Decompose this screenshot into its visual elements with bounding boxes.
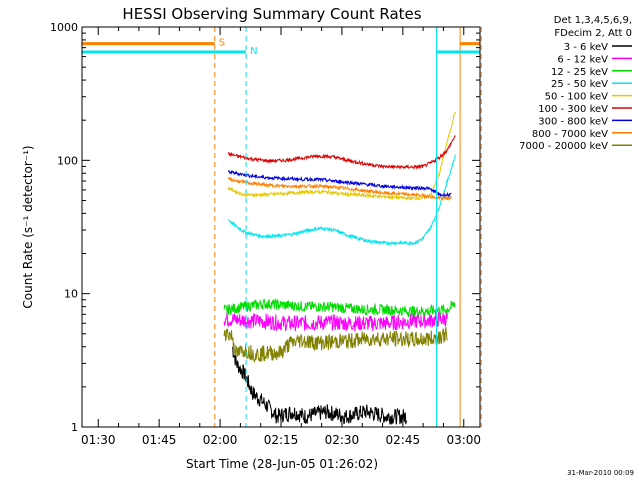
series-layer bbox=[223, 111, 456, 425]
legend-header-line-2: FDecim 2, Att 0 bbox=[554, 28, 632, 39]
legend-label-5: 50 - 100 keV bbox=[545, 92, 609, 103]
y-tick-label: 10 bbox=[64, 288, 78, 301]
series-line-1 bbox=[231, 346, 408, 425]
x-tick-label: 01:30 bbox=[81, 433, 116, 447]
annotation-s: S bbox=[219, 38, 225, 49]
legend-label-7: 300 - 800 keV bbox=[538, 116, 608, 127]
y-tick-label: 100 bbox=[57, 154, 78, 167]
x-tick-label: 01:45 bbox=[142, 433, 177, 447]
series-line-9 bbox=[223, 327, 448, 364]
legend-label-2: 6 - 12 keV bbox=[557, 54, 608, 65]
legend-label-1: 3 - 6 keV bbox=[564, 42, 608, 53]
x-tick-label: 02:30 bbox=[325, 433, 360, 447]
series-line-2 bbox=[223, 311, 448, 332]
marker-layer: SN bbox=[82, 27, 482, 427]
legend-label-6: 100 - 300 keV bbox=[538, 104, 608, 115]
series-line-7 bbox=[227, 170, 452, 198]
x-axis-label: Start Time (28-Jun-05 01:26:02) bbox=[186, 457, 378, 471]
x-tick-label: 02:00 bbox=[203, 433, 238, 447]
y-tick-label: 1000 bbox=[50, 21, 78, 34]
chart-title: HESSI Observing Summary Count Rates bbox=[122, 5, 421, 23]
y-axis-label: Count Rate (s⁻¹ detector⁻¹) bbox=[21, 145, 35, 308]
annotation-n: N bbox=[250, 46, 257, 57]
series-line-4 bbox=[228, 154, 456, 246]
x-axis: 01:30 01:45 02:00 02:15 02:30 02:45 03:00 bbox=[81, 27, 481, 447]
legend: Det 1,3,4,5,6,9, FDecim 2, Att 0 3 - 6 k… bbox=[519, 15, 632, 152]
y-axis: 1 10 100 1000 bbox=[50, 21, 480, 434]
series-line-3 bbox=[223, 297, 456, 318]
x-tick-label: 02:15 bbox=[264, 433, 299, 447]
y-tick-label: 1 bbox=[71, 421, 78, 434]
legend-label-4: 25 - 50 keV bbox=[551, 79, 608, 90]
series-line-5 bbox=[227, 111, 456, 201]
legend-header-line-1: Det 1,3,4,5,6,9, bbox=[554, 15, 632, 26]
x-tick-label: 02:45 bbox=[386, 433, 421, 447]
timestamp-footer: 31-Mar-2010 00:09 bbox=[567, 469, 634, 477]
legend-label-8: 800 - 7000 keV bbox=[532, 129, 608, 140]
legend-label-9: 7000 - 20000 keV bbox=[519, 141, 608, 152]
series-line-6 bbox=[227, 135, 456, 170]
x-tick-label: 03:00 bbox=[446, 433, 481, 447]
legend-label-3: 12 - 25 keV bbox=[551, 67, 608, 78]
plot-frame bbox=[81, 26, 481, 428]
series-line-8 bbox=[227, 176, 452, 202]
